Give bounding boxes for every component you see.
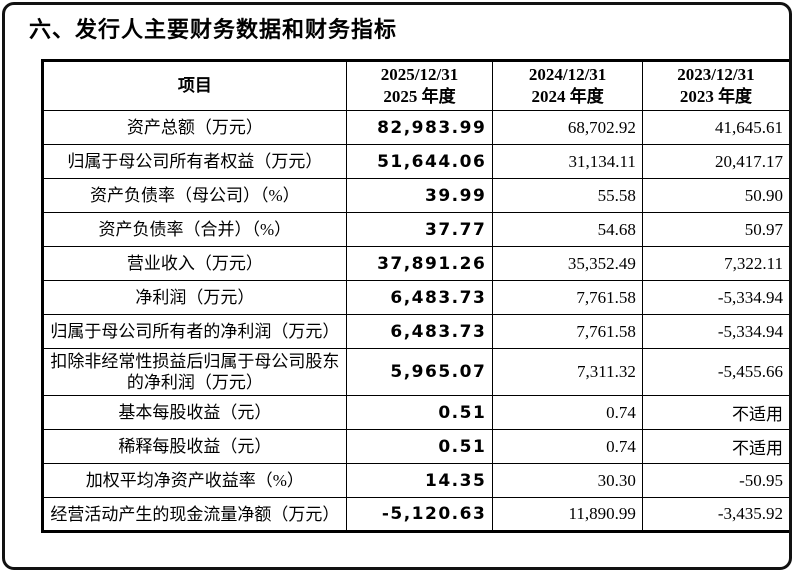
value-2025: 6,483.73 bbox=[345, 314, 494, 349]
item-cell: 归属于母公司所有者的净利润（万元） bbox=[42, 314, 347, 349]
item-cell: 稀释每股收益（元） bbox=[42, 429, 347, 464]
document-frame: 六、发行人主要财务数据和财务指标 项目 2025/12/31 2025 年度 2… bbox=[2, 2, 792, 570]
item-cell: 经营活动产生的现金流量净额（万元） bbox=[42, 497, 347, 532]
value-2025: 82,983.99 bbox=[345, 110, 494, 145]
item-cell: 资产负债率（合并）（%） bbox=[42, 212, 347, 247]
header-2024: 2024/12/31 2024 年度 bbox=[492, 60, 643, 111]
value-2024: 7,761.58 bbox=[492, 314, 643, 349]
table-row: 扣除非经常性损益后归属于母公司股东的净利润（万元） 5,965.07 7,311… bbox=[42, 348, 789, 396]
value-2023: -5,334.94 bbox=[641, 314, 789, 349]
header-2025-period: 2025 年度 bbox=[383, 87, 456, 106]
table-row: 基本每股收益（元） 0.51 0.74 不适用 bbox=[42, 395, 789, 430]
table-row: 资产负债率（母公司）（%） 39.99 55.58 50.90 bbox=[42, 178, 789, 213]
value-2025: 37.77 bbox=[345, 212, 494, 247]
item-cell: 资产负债率（母公司）（%） bbox=[42, 178, 347, 213]
value-2025: 14.35 bbox=[345, 463, 494, 498]
header-item: 项目 bbox=[42, 60, 347, 111]
table-row: 稀释每股收益（元） 0.51 0.74 不适用 bbox=[42, 429, 789, 464]
item-cell: 基本每股收益（元） bbox=[42, 395, 347, 430]
financial-data-table: 项目 2025/12/31 2025 年度 2024/12/31 2024 年度… bbox=[41, 59, 789, 533]
value-2025: 39.99 bbox=[345, 178, 494, 213]
value-2024: 55.58 bbox=[492, 178, 643, 213]
table-row: 资产负债率（合并）（%） 37.77 54.68 50.97 bbox=[42, 212, 789, 247]
value-2024: 7,311.32 bbox=[492, 348, 643, 396]
table-header-row: 项目 2025/12/31 2025 年度 2024/12/31 2024 年度… bbox=[42, 60, 789, 111]
header-2025-date: 2025/12/31 bbox=[380, 65, 459, 84]
header-2023: 2023/12/31 2023 年度 bbox=[641, 60, 789, 111]
header-2023-period: 2023 年度 bbox=[679, 87, 753, 106]
header-2024-period: 2024 年度 bbox=[531, 87, 604, 106]
value-2023: 41,645.61 bbox=[641, 110, 789, 145]
value-2023: -50.95 bbox=[641, 463, 789, 498]
section-title: 六、发行人主要财务数据和财务指标 bbox=[29, 17, 398, 42]
value-2023: 50.90 bbox=[641, 178, 789, 213]
item-cell: 扣除非经常性损益后归属于母公司股东的净利润（万元） bbox=[42, 348, 347, 396]
value-2024: 30.30 bbox=[492, 463, 643, 498]
value-2024: 68,702.92 bbox=[492, 110, 643, 145]
value-2025: -5,120.63 bbox=[345, 497, 494, 532]
header-2023-date: 2023/12/31 bbox=[677, 65, 755, 84]
item-cell: 加权平均净资产收益率（%） bbox=[42, 463, 347, 498]
value-2023: 50.97 bbox=[641, 212, 789, 247]
item-cell: 营业收入（万元） bbox=[42, 246, 347, 281]
table-row: 归属于母公司所有者权益（万元） 51,644.06 31,134.11 20,4… bbox=[42, 144, 789, 179]
value-2023: 7,322.11 bbox=[641, 246, 789, 281]
value-2024: 31,134.11 bbox=[492, 144, 643, 179]
table-row: 营业收入（万元） 37,891.26 35,352.49 7,322.11 bbox=[42, 246, 789, 281]
value-2023: 不适用 bbox=[641, 395, 789, 430]
value-2024: 7,761.58 bbox=[492, 280, 643, 315]
value-2025: 37,891.26 bbox=[345, 246, 494, 281]
value-2023: 20,417.17 bbox=[641, 144, 789, 179]
item-cell: 净利润（万元） bbox=[42, 280, 347, 315]
table-row: 净利润（万元） 6,483.73 7,761.58 -5,334.94 bbox=[42, 280, 789, 315]
value-2024: 35,352.49 bbox=[492, 246, 643, 281]
value-2023: -3,435.92 bbox=[641, 497, 789, 532]
value-2024: 54.68 bbox=[492, 212, 643, 247]
value-2025: 5,965.07 bbox=[345, 348, 494, 396]
table-row: 归属于母公司所有者的净利润（万元） 6,483.73 7,761.58 -5,3… bbox=[42, 314, 789, 349]
value-2025: 0.51 bbox=[345, 429, 494, 464]
value-2024: 0.74 bbox=[492, 429, 643, 464]
table-row: 加权平均净资产收益率（%） 14.35 30.30 -50.95 bbox=[42, 463, 789, 498]
header-2025: 2025/12/31 2025 年度 bbox=[345, 60, 494, 111]
item-cell: 资产总额（万元） bbox=[42, 110, 347, 145]
table-row: 经营活动产生的现金流量净额（万元） -5,120.63 11,890.99 -3… bbox=[42, 497, 789, 532]
table-row: 资产总额（万元） 82,983.99 68,702.92 41,645.61 bbox=[42, 110, 789, 145]
value-2023: -5,455.66 bbox=[641, 348, 789, 396]
value-2025: 0.51 bbox=[345, 395, 494, 430]
value-2024: 11,890.99 bbox=[492, 497, 643, 532]
item-cell: 归属于母公司所有者权益（万元） bbox=[42, 144, 347, 179]
value-2023: 不适用 bbox=[641, 429, 789, 464]
value-2025: 6,483.73 bbox=[345, 280, 494, 315]
value-2023: -5,334.94 bbox=[641, 280, 789, 315]
header-2024-date: 2024/12/31 bbox=[528, 65, 607, 84]
value-2024: 0.74 bbox=[492, 395, 643, 430]
value-2025: 51,644.06 bbox=[345, 144, 494, 179]
